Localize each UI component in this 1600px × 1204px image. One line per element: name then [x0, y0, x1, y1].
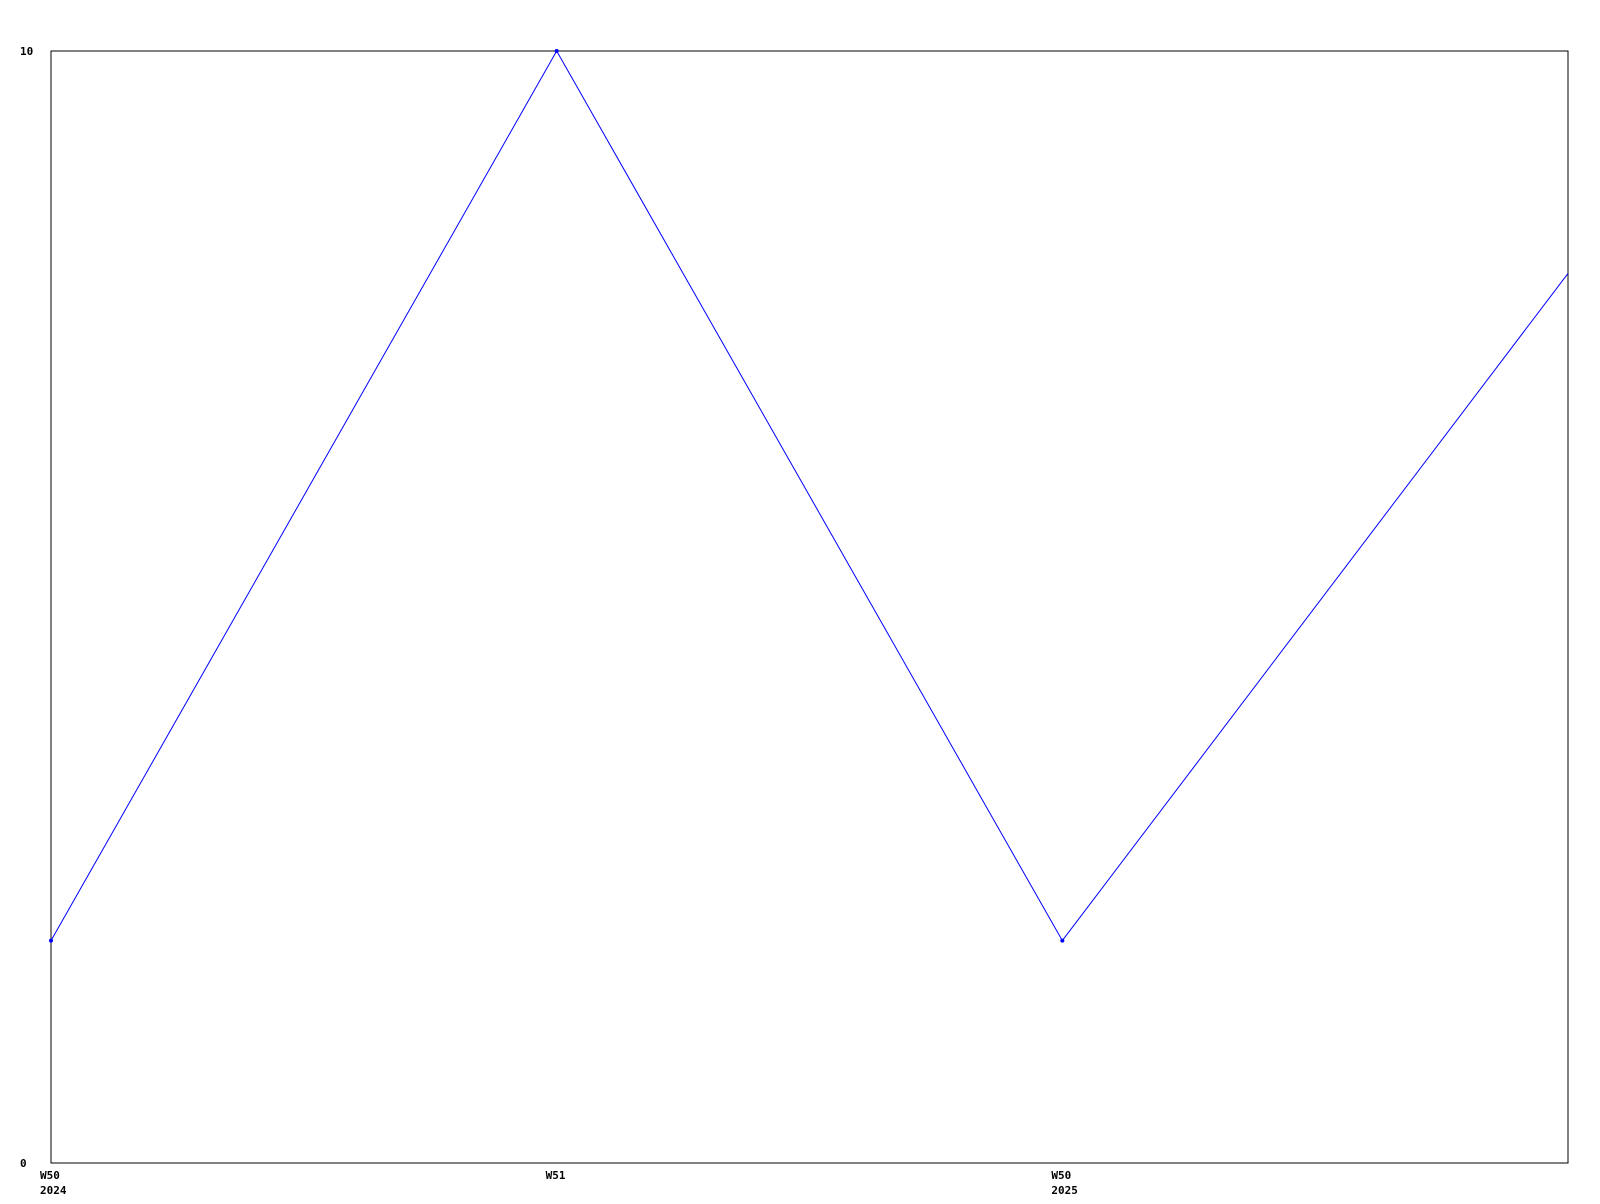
x-tick-label: 2024 [40, 1184, 67, 1197]
data-point [1060, 938, 1065, 943]
plot-frame [50, 50, 1569, 1164]
series-line [50, 49, 1569, 942]
y-tick-label: 0 [20, 1157, 27, 1170]
data-point [49, 938, 53, 943]
data-point [554, 49, 559, 53]
y-tick-label: 10 [20, 45, 33, 58]
x-tick-label: W50 [40, 1169, 60, 1182]
x-tick-label: 2025 [1051, 1184, 1078, 1197]
x-tick-label: W50 [1051, 1169, 1071, 1182]
x-tick-label: W51 [546, 1169, 566, 1182]
